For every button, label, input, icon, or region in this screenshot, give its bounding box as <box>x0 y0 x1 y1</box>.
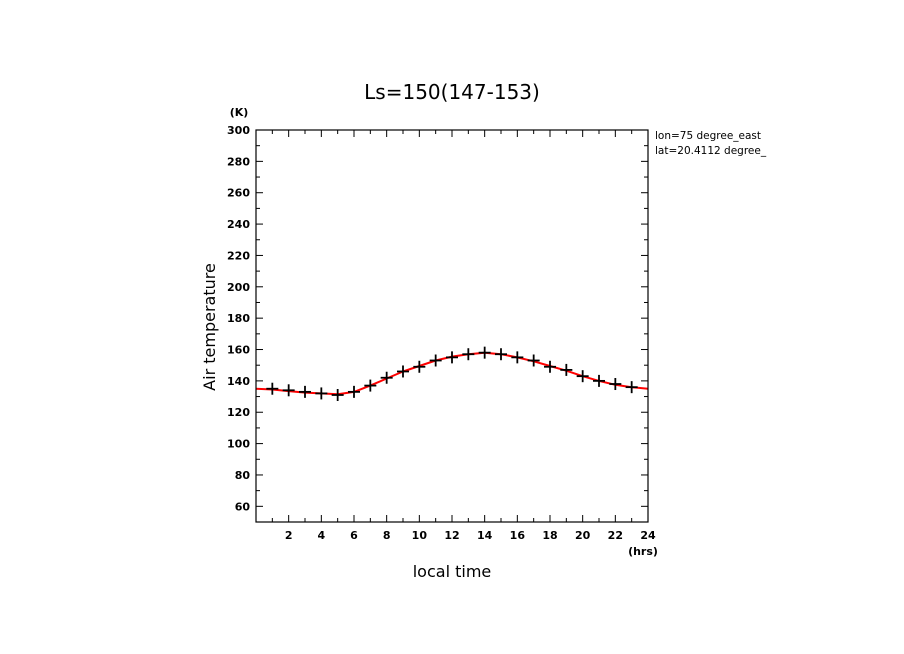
data-point <box>478 346 491 359</box>
y-axis-label: Air temperature <box>200 263 219 391</box>
y-tick-label: 260 <box>227 187 250 200</box>
x-tick-label: 8 <box>383 529 391 542</box>
y-tick-label: 100 <box>227 438 250 451</box>
data-point <box>429 354 442 367</box>
data-point <box>299 385 311 398</box>
plot-frame <box>255 129 649 523</box>
series-layer <box>255 346 649 401</box>
data-point <box>462 348 475 361</box>
x-axis-label: local time <box>413 562 492 581</box>
y-tick-label: 200 <box>227 281 250 294</box>
data-point <box>282 384 295 397</box>
data-point <box>397 365 409 378</box>
data-point <box>609 378 622 391</box>
x-tick-label: 22 <box>608 529 623 542</box>
x-tick-label: 6 <box>350 529 358 542</box>
x-tick-label: 18 <box>542 529 557 542</box>
x-tick-label: 2 <box>285 529 293 542</box>
data-point <box>331 388 344 401</box>
x-tick-label: 10 <box>412 529 428 542</box>
y-tick-label: 180 <box>227 312 250 325</box>
y-tick-label: 80 <box>235 469 251 482</box>
annotation-lon: lon=75 degree_east <box>655 130 761 142</box>
y-tick-label: 300 <box>227 124 250 137</box>
annotation-lat: lat=20.4112 degree_ <box>655 145 767 157</box>
y-tick-label: 160 <box>227 344 250 357</box>
data-point <box>413 360 426 373</box>
data-point <box>576 370 589 383</box>
y-tick-label: 60 <box>235 500 251 513</box>
data-point <box>527 354 540 367</box>
x-tick-label: 14 <box>477 529 493 542</box>
data-point <box>446 351 458 364</box>
x-tick-label: 24 <box>640 529 656 542</box>
y-tick-label: 140 <box>227 375 250 388</box>
y-tick-label: 220 <box>227 249 250 262</box>
data-point <box>315 387 328 400</box>
data-point <box>348 385 360 398</box>
data-point <box>364 379 377 392</box>
data-point <box>593 374 605 387</box>
data-point <box>625 381 638 394</box>
chart-title: Ls=150(147-153) <box>364 80 540 104</box>
y-tick-label: 240 <box>227 218 250 231</box>
x-tick-label: 20 <box>575 529 591 542</box>
data-point <box>560 363 573 376</box>
y-tick-label: 280 <box>227 155 250 168</box>
data-point <box>544 360 556 373</box>
x-tick-label: 4 <box>318 529 326 542</box>
x-tick-label: 16 <box>510 529 526 542</box>
data-point <box>495 348 507 361</box>
axis-ticks <box>256 130 648 522</box>
x-unit-label: (hrs) <box>628 545 658 558</box>
data-point <box>380 371 393 384</box>
x-tick-label: 12 <box>444 529 459 542</box>
y-unit-label: (K) <box>230 106 249 119</box>
y-tick-label: 120 <box>227 406 250 419</box>
data-point <box>511 351 524 364</box>
tick-labels: 2 4 6 8 10 12 14 16 18 20 22 2460801001201401601802… <box>227 124 656 542</box>
data-point <box>266 382 279 395</box>
